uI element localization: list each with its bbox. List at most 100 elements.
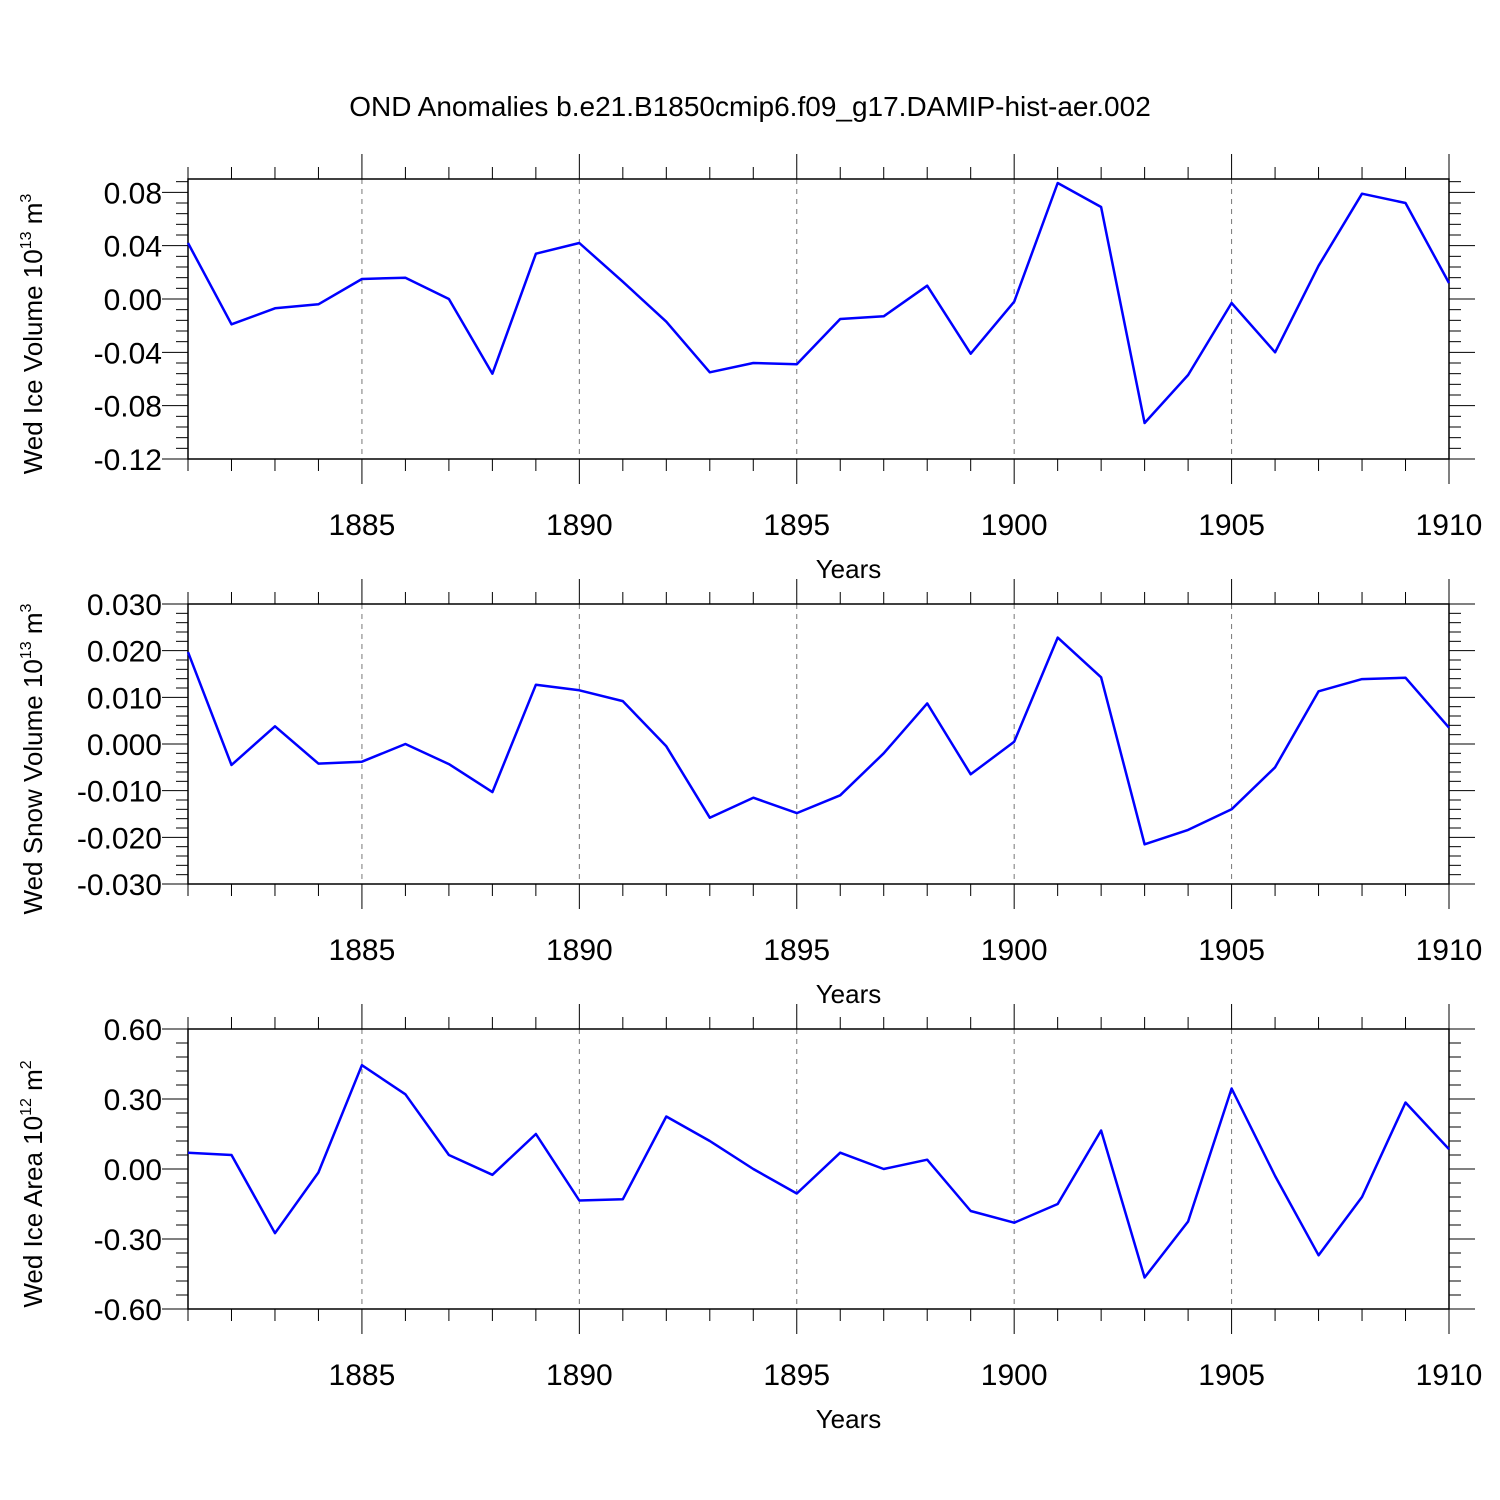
x-tick-label: 1900	[981, 509, 1048, 542]
data-point-1897	[882, 315, 885, 318]
y-tick-label: 0.04	[104, 231, 162, 264]
data-point-1899	[969, 1210, 972, 1213]
data-point-1898	[926, 702, 929, 705]
data-point-1900	[1013, 740, 1016, 743]
data-point-1891	[621, 280, 624, 283]
series-line	[186, 636, 1450, 846]
data-point-1887	[447, 298, 450, 301]
data-point-1893	[708, 1140, 711, 1143]
y-axis-label: Wed Ice Area 1012 m2	[18, 1060, 48, 1307]
data-point-1909	[1404, 1101, 1407, 1104]
data-point-1883	[273, 307, 276, 310]
data-point-1896	[839, 1151, 842, 1154]
y-axis-label: Wed Snow Volume 1013 m3	[18, 603, 48, 914]
data-point-1892	[665, 320, 668, 323]
panel-2: -0.030 -0.020 -0.010 0.000 0.010 0.020 0.030 18…	[18, 579, 1482, 1009]
x-tick-label: 1905	[1198, 509, 1265, 542]
data-point-1905	[1230, 302, 1233, 305]
data-point-1882	[230, 1154, 233, 1157]
x-tick-label: 1900	[981, 1359, 1048, 1392]
data-point-1904	[1187, 828, 1190, 831]
data-point-1907	[1317, 1254, 1320, 1257]
data-point-1894	[752, 362, 755, 365]
data-point-1907	[1317, 264, 1320, 267]
y-tick-label: -0.08	[94, 391, 162, 424]
data-point-1884	[317, 1171, 320, 1174]
data-point-1898	[926, 284, 929, 287]
y-tick-label: 0.00	[104, 284, 162, 317]
data-point-1887	[447, 763, 450, 766]
data-point-1885	[360, 1064, 363, 1067]
y-tick-label: -0.020	[77, 822, 162, 855]
data-point-1909	[1404, 676, 1407, 679]
data-point-1900	[1013, 300, 1016, 303]
data-point-1885	[360, 278, 363, 281]
x-tick-label: 1910	[1416, 934, 1483, 967]
data-point-1889	[534, 683, 537, 686]
y-tick-label: -0.030	[77, 869, 162, 902]
data-point-1888	[491, 372, 494, 375]
data-point-1903	[1143, 1276, 1146, 1279]
data-point-1889	[534, 1133, 537, 1136]
data-point-1905	[1230, 1087, 1233, 1090]
data-point-1908	[1361, 192, 1364, 195]
data-point-1906	[1274, 766, 1277, 769]
data-point-1891	[621, 1198, 624, 1201]
data-point-1893	[708, 816, 711, 819]
data-point-1899	[969, 352, 972, 355]
data-point-1903	[1143, 843, 1146, 846]
data-point-1885	[360, 760, 363, 763]
data-point-1902	[1100, 676, 1103, 679]
x-tick-label: 1895	[763, 934, 830, 967]
x-tick-label: 1910	[1416, 1359, 1483, 1392]
data-point-1881	[187, 242, 190, 245]
data-point-1886	[404, 1093, 407, 1096]
data-point-1888	[491, 791, 494, 794]
data-point-1905	[1230, 808, 1233, 811]
data-point-1897	[882, 752, 885, 755]
data-point-1881	[187, 651, 190, 654]
data-point-1908	[1361, 678, 1364, 681]
x-axis-label: Years	[816, 1404, 882, 1434]
data-point-1901	[1056, 1203, 1059, 1206]
y-tick-label: 0.010	[87, 682, 162, 715]
data-point-1896	[839, 794, 842, 797]
x-tick-label: 1895	[763, 509, 830, 542]
y-tick-label: 0.020	[87, 636, 162, 669]
x-tick-label: 1885	[329, 509, 396, 542]
data-point-1895	[795, 363, 798, 366]
data-point-1889	[534, 252, 537, 255]
plot-frame	[187, 178, 1450, 460]
data-point-1894	[752, 796, 755, 799]
data-point-1907	[1317, 690, 1320, 693]
data-point-1901	[1056, 182, 1059, 185]
data-point-1886	[404, 276, 407, 279]
data-point-1882	[230, 323, 233, 326]
data-point-1881	[187, 1151, 190, 1154]
data-point-1897	[882, 1168, 885, 1171]
data-point-1890	[578, 1199, 581, 1202]
data-point-1883	[273, 725, 276, 728]
data-point-1902	[1100, 1129, 1103, 1132]
plot-frame	[187, 603, 1450, 885]
data-point-1898	[926, 1158, 929, 1161]
data-point-1910	[1448, 726, 1451, 729]
x-tick-label: 1905	[1198, 934, 1265, 967]
data-point-1891	[621, 700, 624, 703]
data-point-1899	[969, 773, 972, 776]
x-axis-label: Years	[816, 554, 882, 584]
data-point-1884	[317, 303, 320, 306]
data-point-1900	[1013, 1221, 1016, 1224]
data-point-1890	[578, 242, 581, 245]
data-point-1890	[578, 689, 581, 692]
data-point-1906	[1274, 351, 1277, 354]
data-point-1904	[1187, 374, 1190, 377]
x-tick-label: 1890	[546, 934, 613, 967]
series-line	[186, 181, 1451, 425]
y-tick-label: 0.08	[104, 177, 162, 210]
data-point-1903	[1143, 422, 1146, 425]
data-point-1892	[665, 745, 668, 748]
figure-title: OND Anomalies b.e21.B1850cmip6.f09_g17.D…	[349, 91, 1151, 122]
y-tick-label: 0.030	[87, 589, 162, 622]
y-axis-label: Wed Ice Volume 1013 m3	[18, 194, 48, 475]
